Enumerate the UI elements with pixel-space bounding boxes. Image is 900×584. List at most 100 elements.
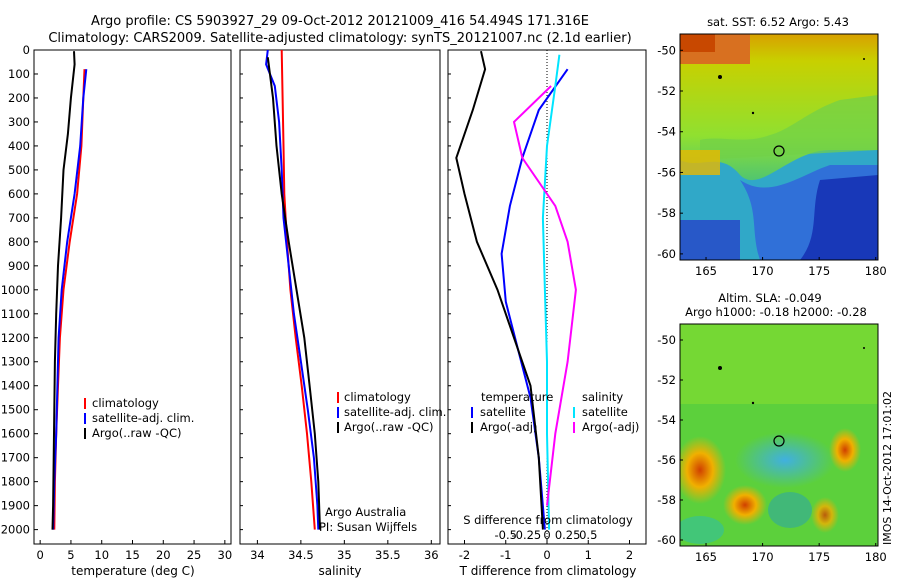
- sla-longitude-axis: 165 170 175 180: [695, 543, 887, 564]
- island-marker: [751, 111, 755, 115]
- y-tick-label: 1400: [1, 379, 30, 393]
- legend-label-climatology: climatology: [344, 390, 411, 404]
- x-tick-label: 34: [250, 548, 265, 562]
- credit-pi: PI: Susan Wijffels: [319, 520, 417, 534]
- x-tick-label: 170: [752, 550, 774, 564]
- legend-label-sal-argo: Argo(-adj): [582, 420, 639, 434]
- y-tick-label: 1600: [1, 427, 30, 441]
- y-tick-label: 1500: [1, 403, 30, 417]
- x-tick-label: 34.5: [288, 548, 314, 562]
- x-tick-label: 180: [865, 264, 887, 278]
- y-tick-label: -60: [657, 247, 676, 261]
- series-line: [266, 57, 321, 530]
- legend-label-argo: Argo(..raw -QC): [92, 426, 182, 440]
- island-marker: [718, 366, 722, 370]
- y-tick-label: 1000: [1, 283, 30, 297]
- temperature-axis-label: temperature (deg C): [71, 564, 194, 578]
- sla-map-panel: Altim. SLA: -0.049 Argo h1000: -0.18 h20…: [657, 291, 887, 564]
- y-tick-label: 1700: [1, 451, 30, 465]
- temperature-legend: climatology satellite-adj. clim. Argo(..…: [84, 396, 194, 440]
- y-tick-label: 900: [8, 259, 30, 273]
- island-marker: [751, 401, 755, 405]
- series-line: [265, 49, 320, 530]
- x-tick-label: 35: [337, 548, 352, 562]
- x-tick-label: 1: [585, 548, 592, 562]
- difference-series: [455, 50, 577, 530]
- sla-latitude-axis: -50 -52 -54 -56 -58 -60: [657, 333, 683, 547]
- s-tick-label: 0.25: [555, 528, 581, 542]
- y-tick-label: 500: [8, 163, 30, 177]
- x-tick-label: 175: [808, 550, 830, 564]
- island-marker: [863, 347, 865, 349]
- x-tick-label: 180: [865, 550, 887, 564]
- s-tick-label: -0.25: [511, 528, 541, 542]
- legend-label-satellite: satellite-adj. clim.: [344, 405, 446, 419]
- salinity-axis: 34 34.5 35 35.5 36: [240, 49, 439, 562]
- sla-map-title-2: Argo h1000: -0.18 h2000: -0.28: [685, 305, 867, 319]
- header-line-2: Climatology: CARS2009. Satellite-adjuste…: [48, 31, 631, 46]
- series-line: [455, 50, 544, 530]
- salinity-difference-ticks: -0.5-0.25 0 0.250.5: [495, 528, 598, 542]
- difference-legend: temperature satellite Argo(-adj) salinit…: [471, 390, 639, 434]
- argo-float-marker: [773, 435, 785, 447]
- series-line: [52, 69, 88, 530]
- y-tick-label: -60: [657, 533, 676, 547]
- x-tick-label: 25: [187, 548, 202, 562]
- island-marker: [718, 75, 722, 79]
- x-tick-label: 0: [36, 548, 43, 562]
- y-tick-label: 800: [8, 235, 30, 249]
- x-tick-label: 170: [752, 264, 774, 278]
- y-tick-label: -56: [657, 453, 676, 467]
- temperature-series: [51, 51, 88, 530]
- credit-argo-australia: Argo Australia: [325, 505, 406, 519]
- legend-label-temp-argo: Argo(-adj): [480, 420, 537, 434]
- y-tick-label: 400: [8, 139, 30, 153]
- difference-panel: -2 -1 0 1 2 S difference from climatology -0…: [447, 49, 647, 578]
- header-line-1: Argo profile: CS 5903927_29 09-Oct-2012 …: [91, 14, 589, 29]
- y-tick-label: -54: [657, 125, 676, 139]
- salinity-axis-label: salinity: [318, 564, 361, 578]
- x-tick-label: 10: [94, 548, 109, 562]
- sst-map-title: sat. SST: 6.52 Argo: 5.43: [707, 15, 849, 29]
- sst-map-image: [680, 34, 878, 260]
- series-line: [512, 85, 577, 506]
- s-tick-label: -0.5: [495, 528, 517, 542]
- y-tick-label: -58: [657, 493, 676, 507]
- sst-map-panel: sat. SST: 6.52 Argo: 5.43 165 170 175 180 -…: [657, 15, 887, 278]
- sst-map-frame: [679, 33, 879, 261]
- x-tick-label: 175: [808, 264, 830, 278]
- temperature-axis: 0 5 10 15 20 25 30: [36, 540, 232, 562]
- y-tick-label: -52: [657, 84, 676, 98]
- salinity-legend: climatology satellite-adj. clim. Argo(..…: [337, 390, 446, 434]
- y-tick-label: 600: [8, 187, 30, 201]
- y-tick-label: 300: [8, 115, 30, 129]
- salinity-series: [265, 49, 321, 530]
- y-tick-label: 1200: [1, 331, 30, 345]
- x-tick-label: 5: [67, 548, 74, 562]
- x-tick-label: 165: [695, 550, 717, 564]
- series-line: [51, 51, 76, 530]
- y-tick-label: 1800: [1, 475, 30, 489]
- island-marker: [863, 58, 865, 60]
- y-tick-label: 2000: [1, 523, 30, 537]
- x-tick-label: 20: [156, 548, 171, 562]
- x-tick-label: -1: [500, 548, 511, 562]
- sla-map-title-1: Altim. SLA: -0.049: [718, 291, 822, 305]
- salinity-plot-frame: [239, 49, 441, 545]
- s-tick-label: 0.5: [579, 528, 597, 542]
- legend-label-satellite: satellite-adj. clim.: [92, 411, 194, 425]
- legend-label-argo: Argo(..raw -QC): [344, 420, 434, 434]
- x-tick-label: 35.5: [375, 548, 401, 562]
- y-tick-label: 1900: [1, 499, 30, 513]
- t-difference-label: T difference from climatology: [459, 564, 637, 578]
- y-tick-label: 200: [8, 91, 30, 105]
- legend-label-temp-satellite: satellite: [480, 405, 526, 419]
- temperature-plot-frame: [33, 49, 232, 545]
- sla-map-frame: [679, 323, 879, 547]
- sst-longitude-axis: 165 170 175 180: [695, 257, 887, 278]
- sst-latitude-axis: -50 -52 -54 -56 -58 -60: [657, 43, 683, 261]
- legend-title-temperature: temperature: [481, 390, 553, 404]
- s-tick-label: 0: [543, 528, 550, 542]
